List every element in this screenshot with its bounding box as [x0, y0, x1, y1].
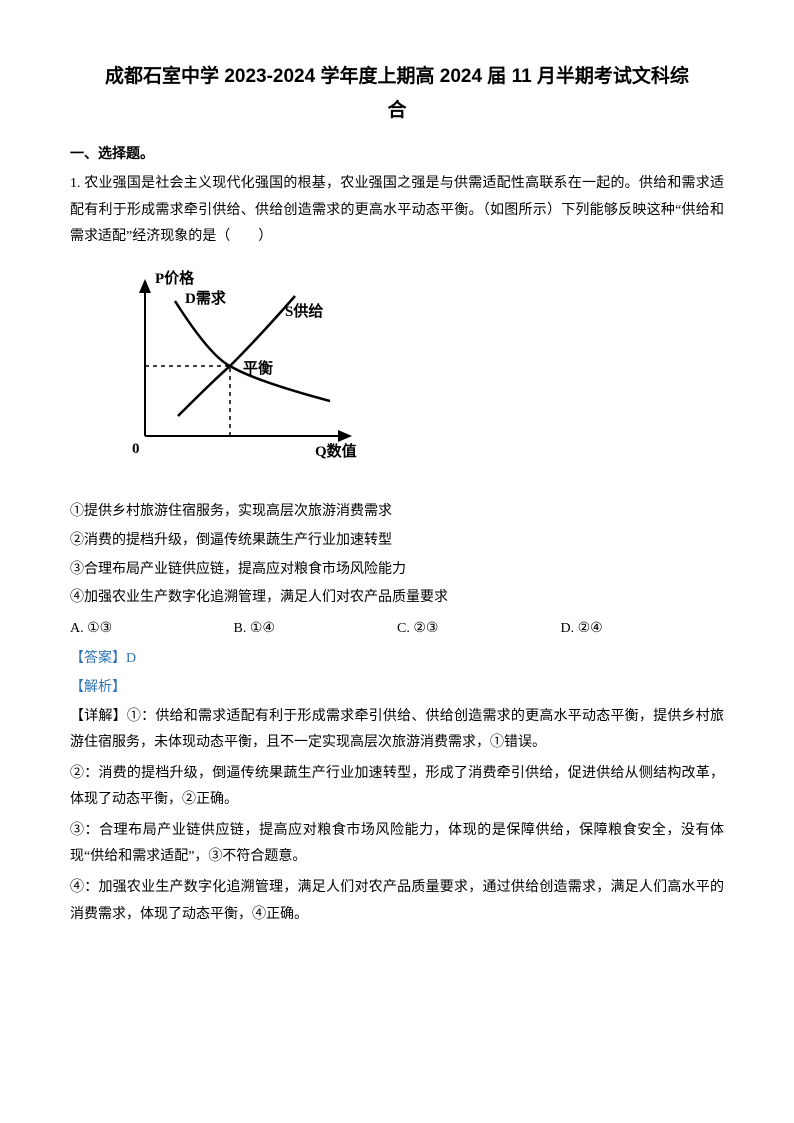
- options-row: A. ①③ B. ①④ C. ②③ D. ②④: [70, 616, 724, 643]
- analysis-label: 【解析】: [70, 675, 724, 702]
- svg-text:D需求: D需求: [185, 289, 227, 307]
- svg-text:平衡: 平衡: [243, 359, 273, 377]
- svg-text:Q数值: Q数值: [315, 442, 357, 460]
- chart-svg: P价格 Q数值 D需求 S供给平衡 0: [100, 261, 380, 471]
- analysis-p1: 【详解】①：供给和需求适配有利于形成需求牵引供给、供给创造需求的更高水平动态平衡…: [70, 704, 724, 757]
- analysis-p2: ②：消费的提档升级，倒逼传统果蔬生产行业加速转型，形成了消费牵引供给，促进供给从…: [70, 761, 724, 814]
- svg-text:P价格: P价格: [155, 269, 195, 287]
- title-line-2: 合: [70, 94, 724, 128]
- supply-demand-chart: P价格 Q数值 D需求 S供给平衡 0: [100, 261, 724, 482]
- choice-1: ①提供乡村旅游住宿服务，实现高层次旅游消费需求: [70, 499, 724, 526]
- choice-4: ④加强农业生产数字化追溯管理，满足人们对农产品质量要求: [70, 585, 724, 612]
- title-line-1: 成都石室中学 2023-2024 学年度上期高 2024 届 11 月半期考试文…: [70, 60, 724, 94]
- option-a: A. ①③: [70, 616, 234, 643]
- svg-text:S供给: S供给: [285, 302, 323, 320]
- choice-2: ②消费的提档升级，倒逼传统果蔬生产行业加速转型: [70, 528, 724, 555]
- section-header: 一、选择题。: [70, 140, 724, 167]
- option-b: B. ①④: [234, 616, 398, 643]
- choice-3: ③合理布局产业链供应链，提高应对粮食市场风险能力: [70, 557, 724, 584]
- analysis-p3: ③：合理布局产业链供应链，提高应对粮食市场风险能力，体现的是保障供给，保障粮食安…: [70, 818, 724, 871]
- answer-label: 【答案】D: [70, 646, 724, 673]
- question-1-text: 1. 农业强国是社会主义现代化强国的根基，农业强国之强是与供需适配性高联系在一起…: [70, 171, 724, 251]
- option-d: D. ②④: [561, 616, 725, 643]
- analysis-p4: ④：加强农业生产数字化追溯管理，满足人们对农产品质量要求，通过供给创造需求，满足…: [70, 875, 724, 928]
- option-c: C. ②③: [397, 616, 561, 643]
- svg-text:0: 0: [132, 441, 140, 457]
- exam-title: 成都石室中学 2023-2024 学年度上期高 2024 届 11 月半期考试文…: [70, 60, 724, 128]
